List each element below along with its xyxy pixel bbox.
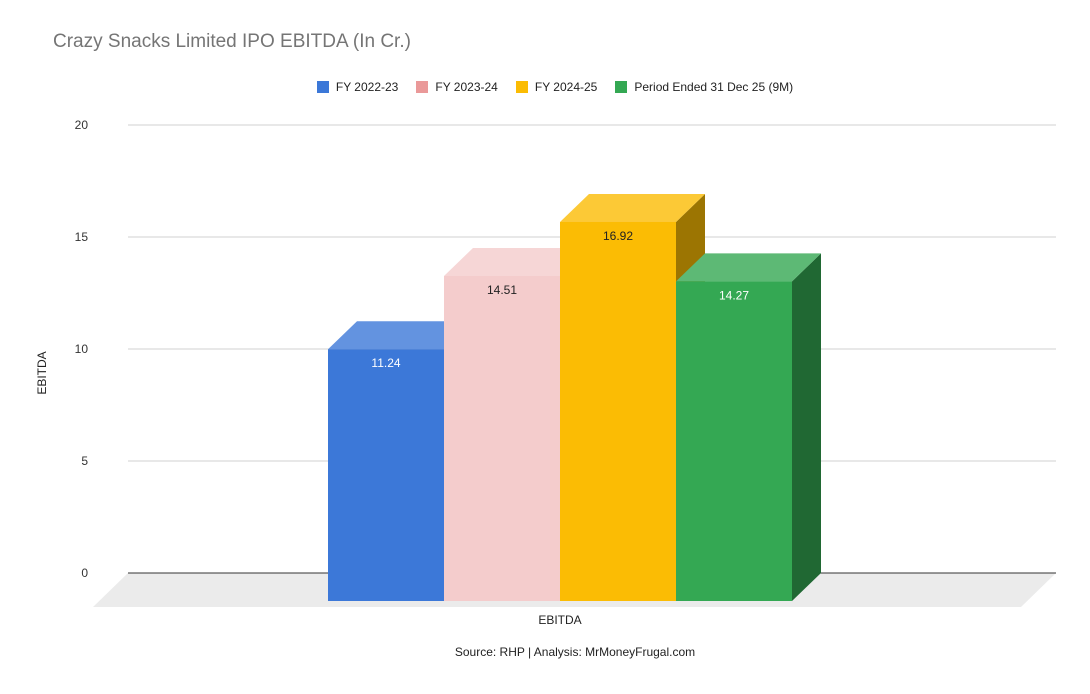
data-label: 11.24 [371, 356, 400, 370]
legend-label: FY 2023-24 [435, 80, 498, 94]
bar-top [676, 253, 821, 282]
bar-side [792, 253, 821, 602]
bar [444, 275, 560, 601]
legend-label: FY 2024-25 [534, 80, 598, 94]
y-tick-label: 10 [75, 342, 89, 356]
bar [328, 349, 444, 601]
data-label: 14.51 [487, 283, 517, 297]
legend-swatch [416, 81, 429, 93]
legend-label: FY 2022-23 [335, 80, 399, 94]
legend-swatch [316, 81, 329, 93]
data-label: 16.92 [603, 229, 633, 243]
legend-swatch [615, 81, 628, 93]
bar-top [560, 193, 705, 222]
legend-label: Period Ended 31 Dec 25 (9M) [634, 80, 794, 94]
bar-group: 14.27 [676, 253, 821, 602]
legend-item: FY 2023-24 [416, 80, 498, 94]
bar [560, 221, 676, 601]
bar-top [444, 247, 589, 276]
y-tick-label: 0 [81, 566, 88, 580]
bar-top [328, 321, 473, 350]
source-note: Source: RHP | Analysis: MrMoneyFrugal.co… [454, 645, 696, 659]
x-axis-label: EBITDA [538, 613, 581, 627]
data-label: 14.27 [719, 288, 749, 302]
legend-item: Period Ended 31 Dec 25 (9M) [615, 80, 793, 94]
y-tick-label: 20 [75, 118, 89, 132]
bar [676, 281, 792, 601]
y-axis-label: EBITDA [35, 351, 49, 394]
legend-item: FY 2022-23 [316, 80, 399, 94]
chart-title: Crazy Snacks Limited IPO EBITDA (In Cr.) [53, 31, 411, 52]
legend: FY 2022-23 FY 2023-24 FY 2024-25 Period End… [0, 80, 1090, 94]
y-tick-label: 15 [75, 230, 89, 244]
y-tick-label: 5 [81, 454, 88, 468]
legend-swatch [515, 81, 528, 93]
legend-item: FY 2024-25 [515, 80, 598, 94]
